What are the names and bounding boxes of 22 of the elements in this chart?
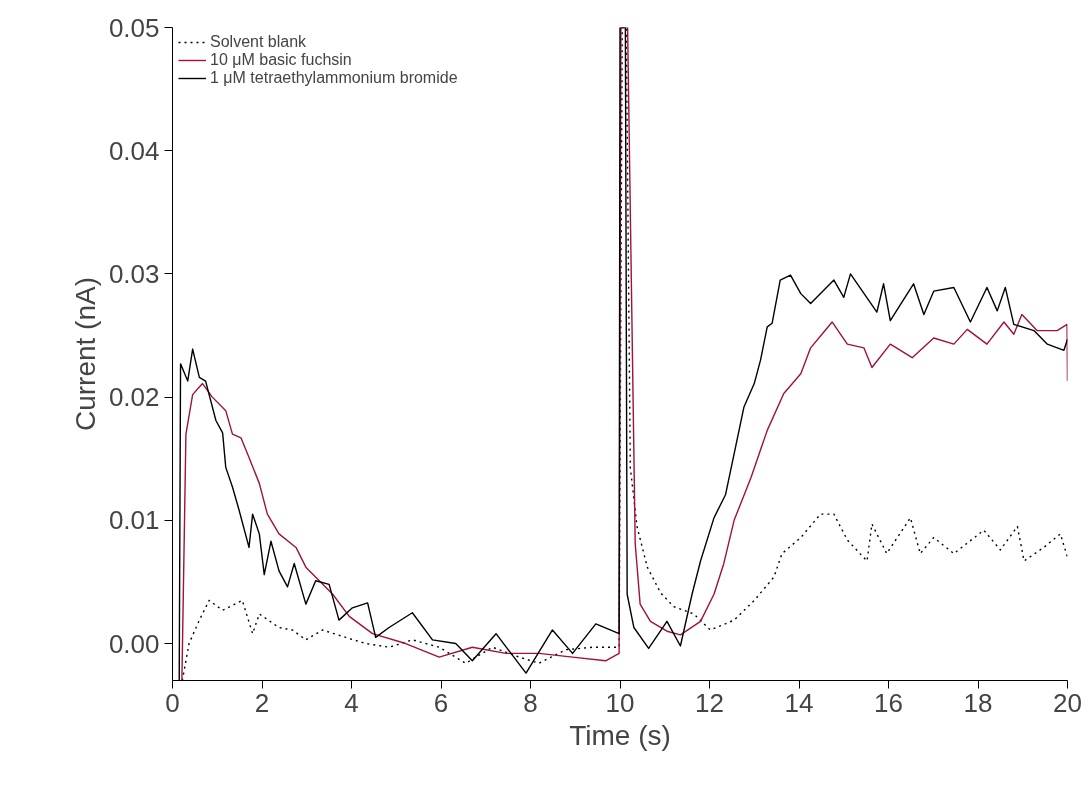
y-axis-title: Current (nA) [69,276,101,432]
legend-label: 10 μM basic fuchsin [210,51,352,69]
x-tick-label: 4 [344,687,359,718]
y-tick-label: 0.04 [108,135,160,166]
x-tick-label: 16 [874,687,903,718]
x-tick-label: 12 [695,687,724,718]
x-tick-label: 6 [433,687,449,718]
legend-label: 1 μM tetraethylammonium bromide [210,69,458,87]
x-tick-label: 18 [963,687,993,718]
x-tick-label: 20 [1053,687,1082,718]
x-tick-label: 10 [605,687,635,718]
x-tick-label: 2 [254,687,270,718]
x-tick-label: 14 [784,687,814,718]
y-tick-label: 0.00 [108,628,160,659]
x-axis-title: Time (s) [569,719,671,751]
y-tick-label: 0.02 [108,382,160,413]
x-tick-label: 8 [523,687,538,718]
y-tick-label: 0.03 [108,258,160,289]
x-tick-label: 0 [165,687,180,718]
y-tick-label: 0.01 [108,505,160,536]
legend-label: Solvent blank [210,33,307,51]
y-tick-label: 0.05 [108,12,160,43]
